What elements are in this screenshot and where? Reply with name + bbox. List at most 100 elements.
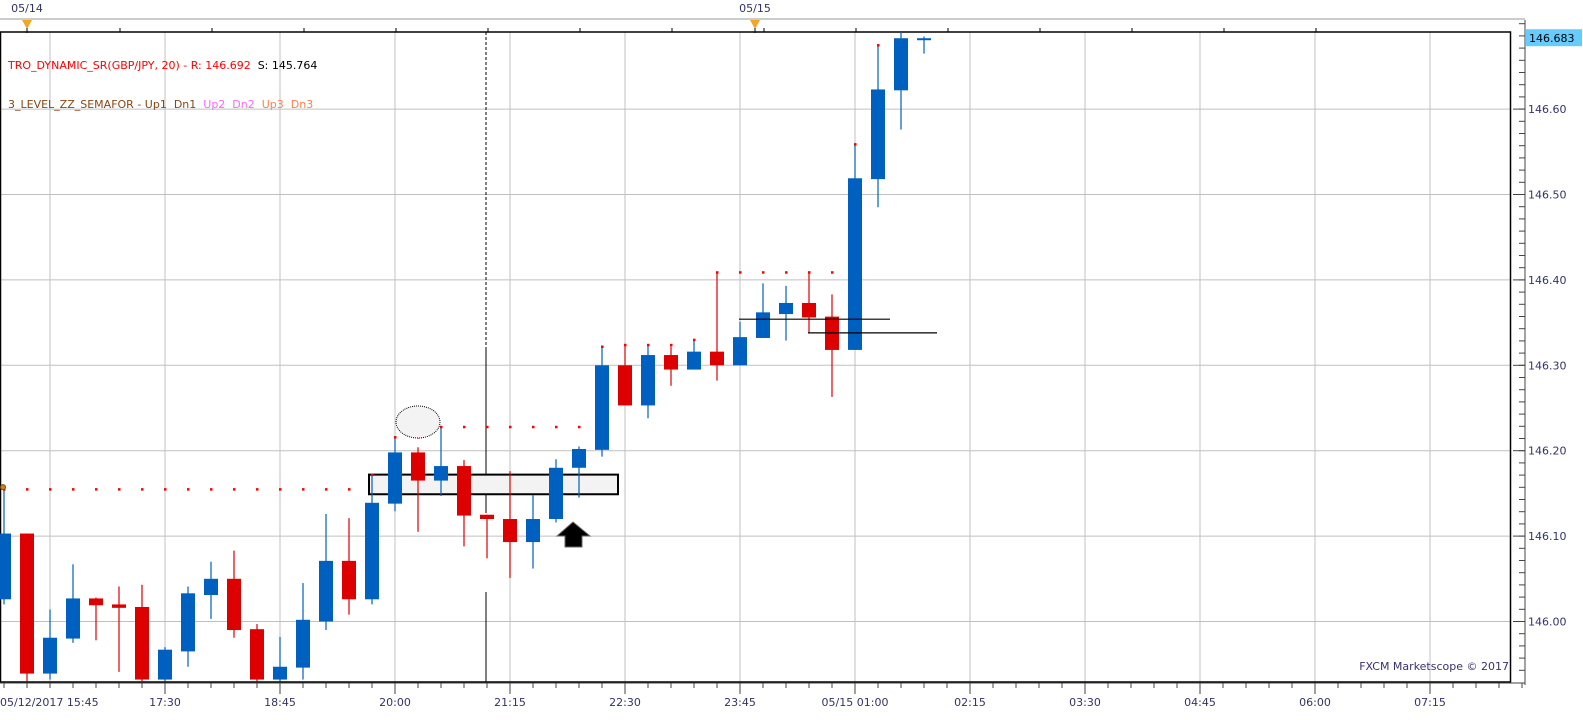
candle-body-up — [572, 448, 586, 468]
candle-body-down — [342, 560, 356, 600]
resistance-dot — [440, 425, 443, 429]
resistance-dot — [118, 488, 121, 491]
candle-body-up — [848, 178, 862, 350]
resistance-dot — [808, 271, 811, 274]
resistance-dot — [72, 488, 75, 491]
time-axis-label: 06:00 — [1299, 696, 1331, 709]
resistance-dot — [348, 488, 351, 491]
candle-body-down — [664, 355, 678, 370]
candle-body-down — [457, 466, 471, 516]
time-axis-label: 05/15 01:00 — [822, 696, 889, 709]
price-axis-label: 146.60 — [1528, 103, 1567, 116]
candle-body-up — [526, 519, 540, 543]
time-axis-label: 23:45 — [724, 696, 756, 709]
candle-body-down — [411, 452, 425, 481]
candle-body-up — [756, 312, 770, 338]
resistance-dot — [624, 343, 627, 347]
candle-body-up — [319, 560, 333, 622]
legend-level2: Up2 Dn2 — [203, 98, 255, 111]
resistance-dot — [279, 488, 282, 491]
resistance-dot — [164, 488, 167, 491]
resistance-dot — [325, 488, 328, 491]
candle-body-up — [296, 619, 310, 668]
candle-body-up — [388, 452, 402, 504]
date-marker-triangle-icon — [22, 20, 32, 29]
resistance-dot — [716, 271, 719, 274]
candle-body-down — [618, 365, 632, 406]
candle-body-up — [595, 365, 609, 450]
candle-body-up — [204, 578, 218, 596]
time-axis-label: 21:15 — [494, 696, 526, 709]
resistance-dot — [578, 425, 581, 429]
candle-body-up — [43, 637, 57, 674]
semafor-circle-icon — [0, 484, 6, 491]
time-axis-label: 03:30 — [1069, 696, 1101, 709]
indicator-legend: TRO_DYNAMIC_SR(GBP/JPY, 20) - R: 146.692… — [8, 33, 317, 124]
candle-body-down — [802, 302, 816, 318]
time-axis-label: 04:45 — [1184, 696, 1216, 709]
legend-line-semafor: 3_LEVEL_ZZ_SEMAFOR - Up1 Dn1 Up2 Dn2 Up3… — [8, 98, 317, 111]
candle-body-up — [549, 467, 563, 520]
resistance-dot — [831, 271, 834, 274]
candle-body-down — [89, 598, 103, 606]
up-arrow-icon — [555, 521, 592, 548]
current-price-label: 146.683 — [1529, 32, 1575, 45]
resistance-dot — [95, 488, 98, 491]
resistance-dot — [785, 271, 788, 274]
price-axis-label: 146.00 — [1528, 616, 1567, 629]
date-marker-label: 05/14 — [11, 2, 43, 15]
candle-body-up — [434, 466, 448, 481]
candle-body-down — [135, 606, 149, 680]
time-axis-label: 20:00 — [379, 696, 411, 709]
zone-rectangle — [368, 473, 619, 496]
legend-line-dynamic-sr: TRO_DYNAMIC_SR(GBP/JPY, 20) - R: 146.692… — [8, 59, 317, 72]
resistance-dot — [739, 271, 742, 274]
resistance-dot — [854, 143, 857, 146]
resistance-dot — [256, 488, 259, 491]
time-axis-label: 22:30 — [609, 696, 641, 709]
price-axis-label: 146.40 — [1528, 274, 1567, 287]
resistance-dot — [187, 488, 190, 491]
candle-body-down — [710, 351, 724, 366]
time-axis-label: 05/12/2017 15:45 — [0, 696, 99, 709]
resistance-dot — [693, 338, 696, 342]
credit-label: FXCM Marketscope © 2017 — [1359, 660, 1509, 673]
highlight-ellipse — [395, 405, 441, 439]
resistance-dot — [141, 488, 144, 491]
date-marker-triangle-icon — [750, 20, 760, 29]
resistance-dot — [601, 345, 604, 349]
candle-body-up — [365, 502, 379, 600]
candle-body-up — [779, 302, 793, 315]
resistance-dot — [532, 425, 535, 429]
candle-body-down — [503, 519, 517, 543]
candle-body-down — [112, 604, 126, 608]
legend-level1: Up1 Dn1 — [144, 98, 197, 111]
resistance-dot — [394, 436, 397, 439]
candle-body-up — [641, 355, 655, 406]
resistance-dot — [463, 425, 466, 429]
time-axis-label: 17:30 — [149, 696, 181, 709]
price-axis-label: 146.10 — [1528, 530, 1567, 543]
candle-body-up — [158, 649, 172, 680]
resistance-dot — [555, 425, 558, 429]
resistance-dot — [877, 44, 880, 47]
candles-group — [0, 32, 937, 682]
candle-body-up — [687, 351, 701, 370]
candle-body-up — [871, 89, 885, 180]
legend-support: S: 145.764 — [257, 59, 318, 72]
resistance-dot — [509, 425, 512, 429]
resistance-dot — [647, 343, 650, 347]
resistance-dot — [371, 473, 374, 477]
candle-body-up — [0, 533, 11, 600]
candle-body-up — [917, 38, 931, 41]
candle-body-down — [250, 629, 264, 680]
legend-semafor-name: 3_LEVEL_ZZ_SEMAFOR - — [8, 98, 145, 111]
resistance-dot — [762, 271, 765, 274]
time-axis-label: 18:45 — [264, 696, 296, 709]
candle-body-down — [20, 533, 34, 674]
candle-body-up — [66, 598, 80, 639]
legend-resistance: R: 146.692 — [190, 59, 251, 72]
resistance-dot — [26, 488, 29, 491]
legend-level3: Up3 Dn3 — [261, 98, 314, 111]
